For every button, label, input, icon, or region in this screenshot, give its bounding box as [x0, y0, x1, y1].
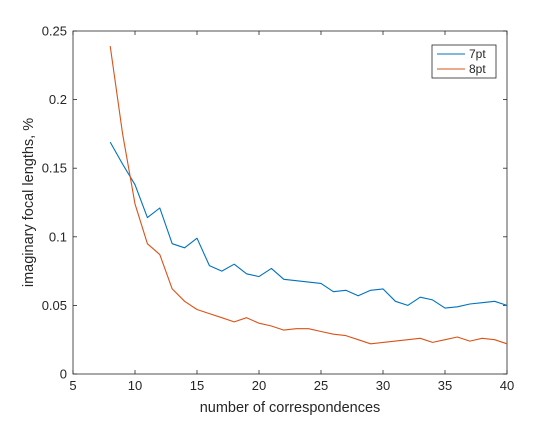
y-tick-label: 0: [60, 367, 67, 382]
y-axis-label: imaginary focal lengths, %: [21, 118, 37, 287]
y-tick-label: 0.1: [49, 229, 67, 244]
y-tick-label: 0.25: [42, 24, 67, 39]
axes: 5 10 15 20 25 30 35 40 0 0.05 0.1 0.15 0.2 0.25 number…: [21, 24, 514, 417]
plot-box: [72, 30, 508, 375]
x-tick-label: 20: [252, 378, 266, 393]
x-axis-label: number of correspondences: [200, 400, 381, 416]
legend-label-8pt: 8pt: [469, 62, 486, 76]
series-line-7pt: [109, 141, 508, 309]
legend-label-7pt: 7pt: [469, 47, 486, 61]
legend-box: [431, 44, 497, 79]
x-tick-label: 35: [438, 378, 452, 393]
series-layer: [109, 46, 508, 345]
x-tick-label: 30: [376, 378, 390, 393]
x-tick-label: 5: [69, 378, 76, 393]
y-tick-label: 0.05: [42, 298, 67, 313]
series-line-8pt: [109, 46, 508, 345]
x-tick-label: 15: [190, 378, 204, 393]
y-tick-label: 0.15: [42, 161, 67, 176]
y-tick-label: 0.2: [49, 92, 67, 107]
x-tick-label: 25: [314, 378, 328, 393]
x-tick-label: 40: [500, 378, 514, 393]
x-tick-label: 10: [128, 378, 142, 393]
